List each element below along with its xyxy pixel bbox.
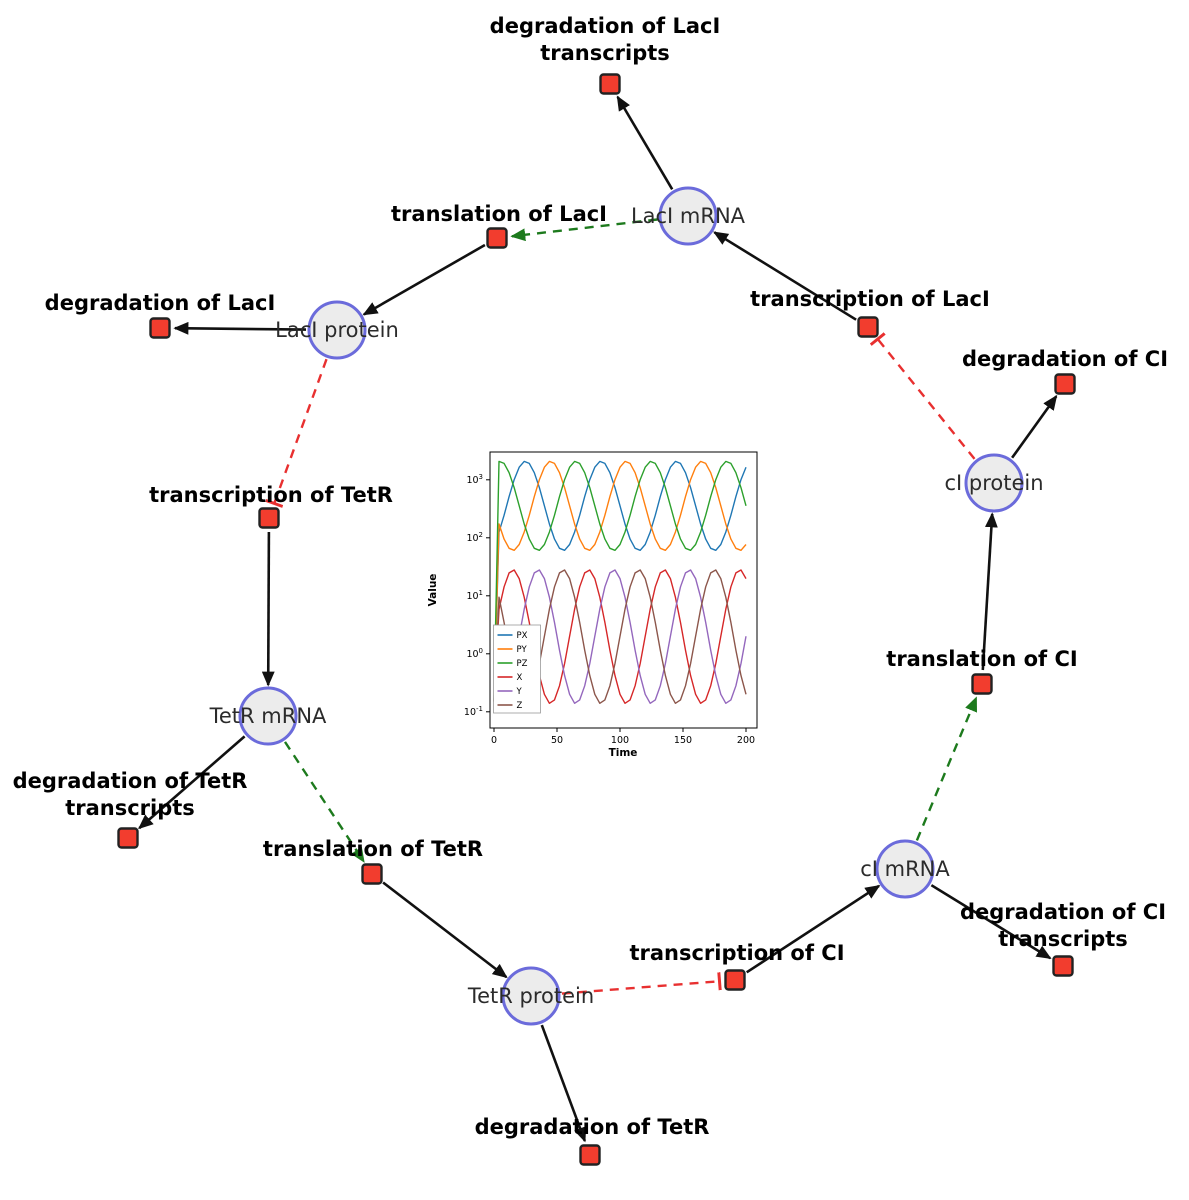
y-tick-label: 100 [466,647,483,660]
reaction-label-deg_laci: degradation of LacI [45,291,276,315]
y-tick-label: 101 [466,589,483,602]
edge-reaction-laci_mrna-to-deg_laci_transcripts [616,95,674,190]
reactions-layer: degradation of LacI transcripts translatio… [13,14,1168,1166]
reaction-node-translation_laci[interactable] [486,227,508,249]
reaction-node-translation_ci[interactable] [971,673,993,695]
reaction-node-deg_laci_transcripts[interactable] [599,73,621,95]
x-axis-label: Time [609,747,638,759]
species-label-ci_protein: cI protein [944,471,1043,495]
reaction-node-deg_laci[interactable] [149,317,171,339]
species-label-laci_protein: LacI protein [275,318,399,342]
y-tick-label: 10-1 [464,705,483,718]
reaction-node-deg_ci_transcripts[interactable] [1052,955,1074,977]
series-Y [493,569,747,704]
series-PY [493,460,747,702]
reaction-label-deg_ci_transcripts: degradation of CI transcripts [960,900,1166,951]
legend-box [493,624,541,714]
series-PZ [493,460,747,702]
legend-label-Z: Z [517,701,523,711]
edge-modifier-laci_mrna-to-translation_laci [510,218,658,242]
species-layer: LacI mRNA LacI protein TetR mRNA TetR prote… [209,186,1044,1026]
edge-reaction-tetr_mrna-to-deg_tetr_transcripts [138,735,246,830]
y-tick-label: 102 [466,531,483,544]
simulation-plot: 10-1 100 101 102 103 0 50 100 150 200 Time Value PX P… [427,451,758,759]
species-node-ci_protein[interactable] [964,453,1024,513]
reaction-label-translation_ci: translation of CI [886,647,1077,671]
x-tick-label: 0 [491,735,497,746]
edge-reaction-ci_mrna-to-deg_ci_transcripts [930,884,1052,960]
reaction-label-deg_tetr_transcripts: degradation of TetR transcripts [13,769,248,820]
reaction-label-deg_laci_transcripts: degradation of LacI transcripts [490,14,721,65]
edge-inhibition-tetr_protein-to-transcription_ci [561,972,722,995]
x-tick-label: 200 [737,735,755,746]
edge-reaction-translation_ci-to-ci_protein [981,512,998,671]
edge-reaction-translation_laci-to-laci_protein [362,243,486,316]
species-label-laci_mrna: LacI mRNA [631,204,746,228]
legend-label-X: X [517,673,523,683]
edge-inhibition-ci_protein-to-transcription_laci [869,332,976,460]
reaction-label-transcription_tetr: transcription of TetR [149,483,393,507]
species-node-ci_mrna[interactable] [875,839,935,899]
edge-modifier-tetr_mrna-to-translation_tetr [283,741,365,863]
edge-inhibition-laci_protein-to-transcription_tetr [265,358,328,508]
reaction-node-translation_tetr[interactable] [361,863,383,885]
species-node-tetr_protein[interactable] [501,966,561,1026]
reaction-node-transcription_ci[interactable] [724,969,746,991]
species-label-tetr_protein: TetR protein [467,984,594,1008]
species-label-tetr_mrna: TetR mRNA [209,704,327,728]
legend-label-PY: PY [517,645,528,655]
edge-reaction-transcription_tetr-to-tetr_mrna [261,531,275,687]
edge-reaction-ci_protein-to-deg_ci [1011,394,1058,459]
reaction-label-translation_laci: translation of LacI [391,202,607,226]
edge-reaction-translation_tetr-to-tetr_protein [382,881,508,979]
reaction-label-translation_tetr: translation of TetR [263,837,483,861]
x-tick-label: 50 [551,735,563,746]
y-axis-label: Value [427,574,439,607]
reaction-node-transcription_laci[interactable] [857,316,879,338]
edge-reaction-laci_protein-to-deg_laci [173,321,307,335]
series-PX [493,460,747,702]
species-label-ci_mrna: cI mRNA [860,857,950,881]
edges-layer [138,95,1058,1143]
reaction-node-deg_tetr[interactable] [579,1144,601,1166]
reaction-label-transcription_ci: transcription of CI [629,941,844,965]
x-tick-label: 100 [611,735,629,746]
reaction-label-transcription_laci: transcription of LacI [750,287,990,311]
edge-reaction-tetr_protein-to-deg_tetr [540,1024,587,1143]
legend-label-PZ: PZ [517,659,528,669]
species-node-laci_protein[interactable] [307,300,367,360]
edge-modifier-ci_mrna-to-translation_ci [915,696,978,841]
legend-label-PX: PX [517,631,528,641]
reaction-node-deg_ci[interactable] [1054,373,1076,395]
reaction-node-deg_tetr_transcripts[interactable] [117,827,139,849]
legend-label-Y: Y [516,687,523,697]
reaction-label-deg_ci: degradation of CI [962,347,1168,371]
edge-reaction-transcription_laci-to-laci_mrna [713,231,857,321]
reaction-label-deg_tetr: degradation of TetR [475,1115,710,1139]
species-node-tetr_mrna[interactable] [238,686,298,746]
x-tick-label: 150 [674,735,692,746]
edge-reaction-transcription_ci-to-ci_mrna [745,884,881,974]
reaction-node-transcription_tetr[interactable] [258,507,280,529]
y-tick-label: 103 [466,473,483,486]
species-node-laci_mrna[interactable] [658,186,718,246]
